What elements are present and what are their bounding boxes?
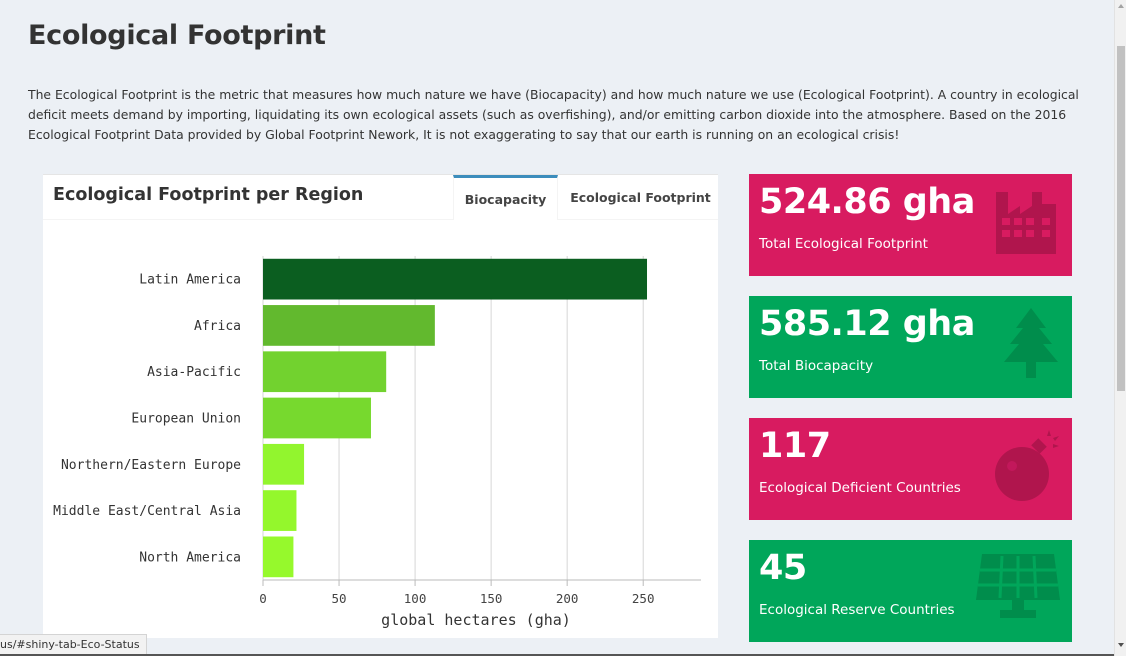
region-bar-chart: 0 50 100 150 200 250 Latin America Africa Asia-P…	[53, 256, 701, 629]
bar	[263, 536, 294, 578]
stat-label: Ecological Reserve Countries	[759, 602, 955, 618]
x-tick-label: 50	[332, 591, 347, 606]
scroll-up-arrow[interactable]	[1118, 4, 1124, 8]
category-label: Asia-Pacific	[147, 365, 241, 380]
x-axis-title: global hectares (gha)	[381, 611, 571, 629]
box-header: Ecological Footprint per Region Biocapac…	[43, 175, 718, 220]
category-label: Latin America	[139, 273, 241, 288]
stat-box-reserve-countries: 45 Ecological Reserve Countries	[749, 540, 1072, 642]
industry-icon	[996, 192, 1056, 254]
bomb-icon	[995, 430, 1059, 501]
x-tick-label: 150	[480, 591, 503, 606]
vertical-scrollbar[interactable]	[1114, 0, 1126, 656]
scroll-down-arrow[interactable]	[1118, 643, 1124, 647]
stat-box-deficient-countries: 117 Ecological Deficient Countries	[749, 418, 1072, 520]
bottom-border	[0, 654, 1114, 656]
stat-label: Ecological Deficient Countries	[759, 480, 961, 496]
bar	[263, 443, 305, 485]
tab-biocapacity[interactable]: Biocapacity	[453, 175, 558, 220]
stat-label: Total Ecological Footprint	[759, 236, 928, 252]
category-label: European Union	[131, 412, 241, 427]
stat-box-total-footprint: 524.86 gha Total Ecological Footprint	[749, 174, 1072, 276]
status-url: us/#shiny-tab-Eco-Status	[0, 634, 147, 656]
tab-ecological-footprint[interactable]: Ecological Footprint	[570, 190, 711, 205]
x-tick-label: 100	[404, 591, 427, 606]
scrollbar-thumb[interactable]	[1117, 46, 1125, 391]
bar	[263, 305, 435, 346]
x-tick-label: 0	[259, 591, 267, 606]
box-title: Ecological Footprint per Region	[53, 185, 364, 205]
bar	[263, 258, 648, 300]
category-label: North America	[139, 550, 241, 565]
stat-value: 45	[759, 548, 807, 588]
x-tick-label: 200	[556, 591, 579, 606]
stat-value: 117	[759, 426, 831, 466]
stat-value: 585.12 gha	[759, 304, 975, 344]
category-label: Africa	[194, 319, 241, 334]
category-label: Middle East/Central Asia	[53, 504, 241, 519]
intro-paragraph: The Ecological Footprint is the metric t…	[28, 87, 1079, 142]
bar	[263, 351, 387, 393]
category-label: Northern/Eastern Europe	[61, 458, 241, 473]
x-tick-label: 250	[632, 591, 655, 606]
region-chart-box: Ecological Footprint per Region Biocapac…	[43, 174, 718, 638]
page-title: Ecological Footprint	[28, 20, 326, 51]
stat-label: Total Biocapacity	[759, 358, 874, 374]
stat-box-total-biocapacity: 585.12 gha Total Biocapacity	[749, 296, 1072, 398]
stat-value: 524.86 gha	[759, 182, 975, 222]
tree-icon	[1004, 308, 1058, 378]
bar	[263, 397, 371, 439]
bar	[263, 490, 297, 531]
solar-panel-icon	[976, 554, 1060, 618]
